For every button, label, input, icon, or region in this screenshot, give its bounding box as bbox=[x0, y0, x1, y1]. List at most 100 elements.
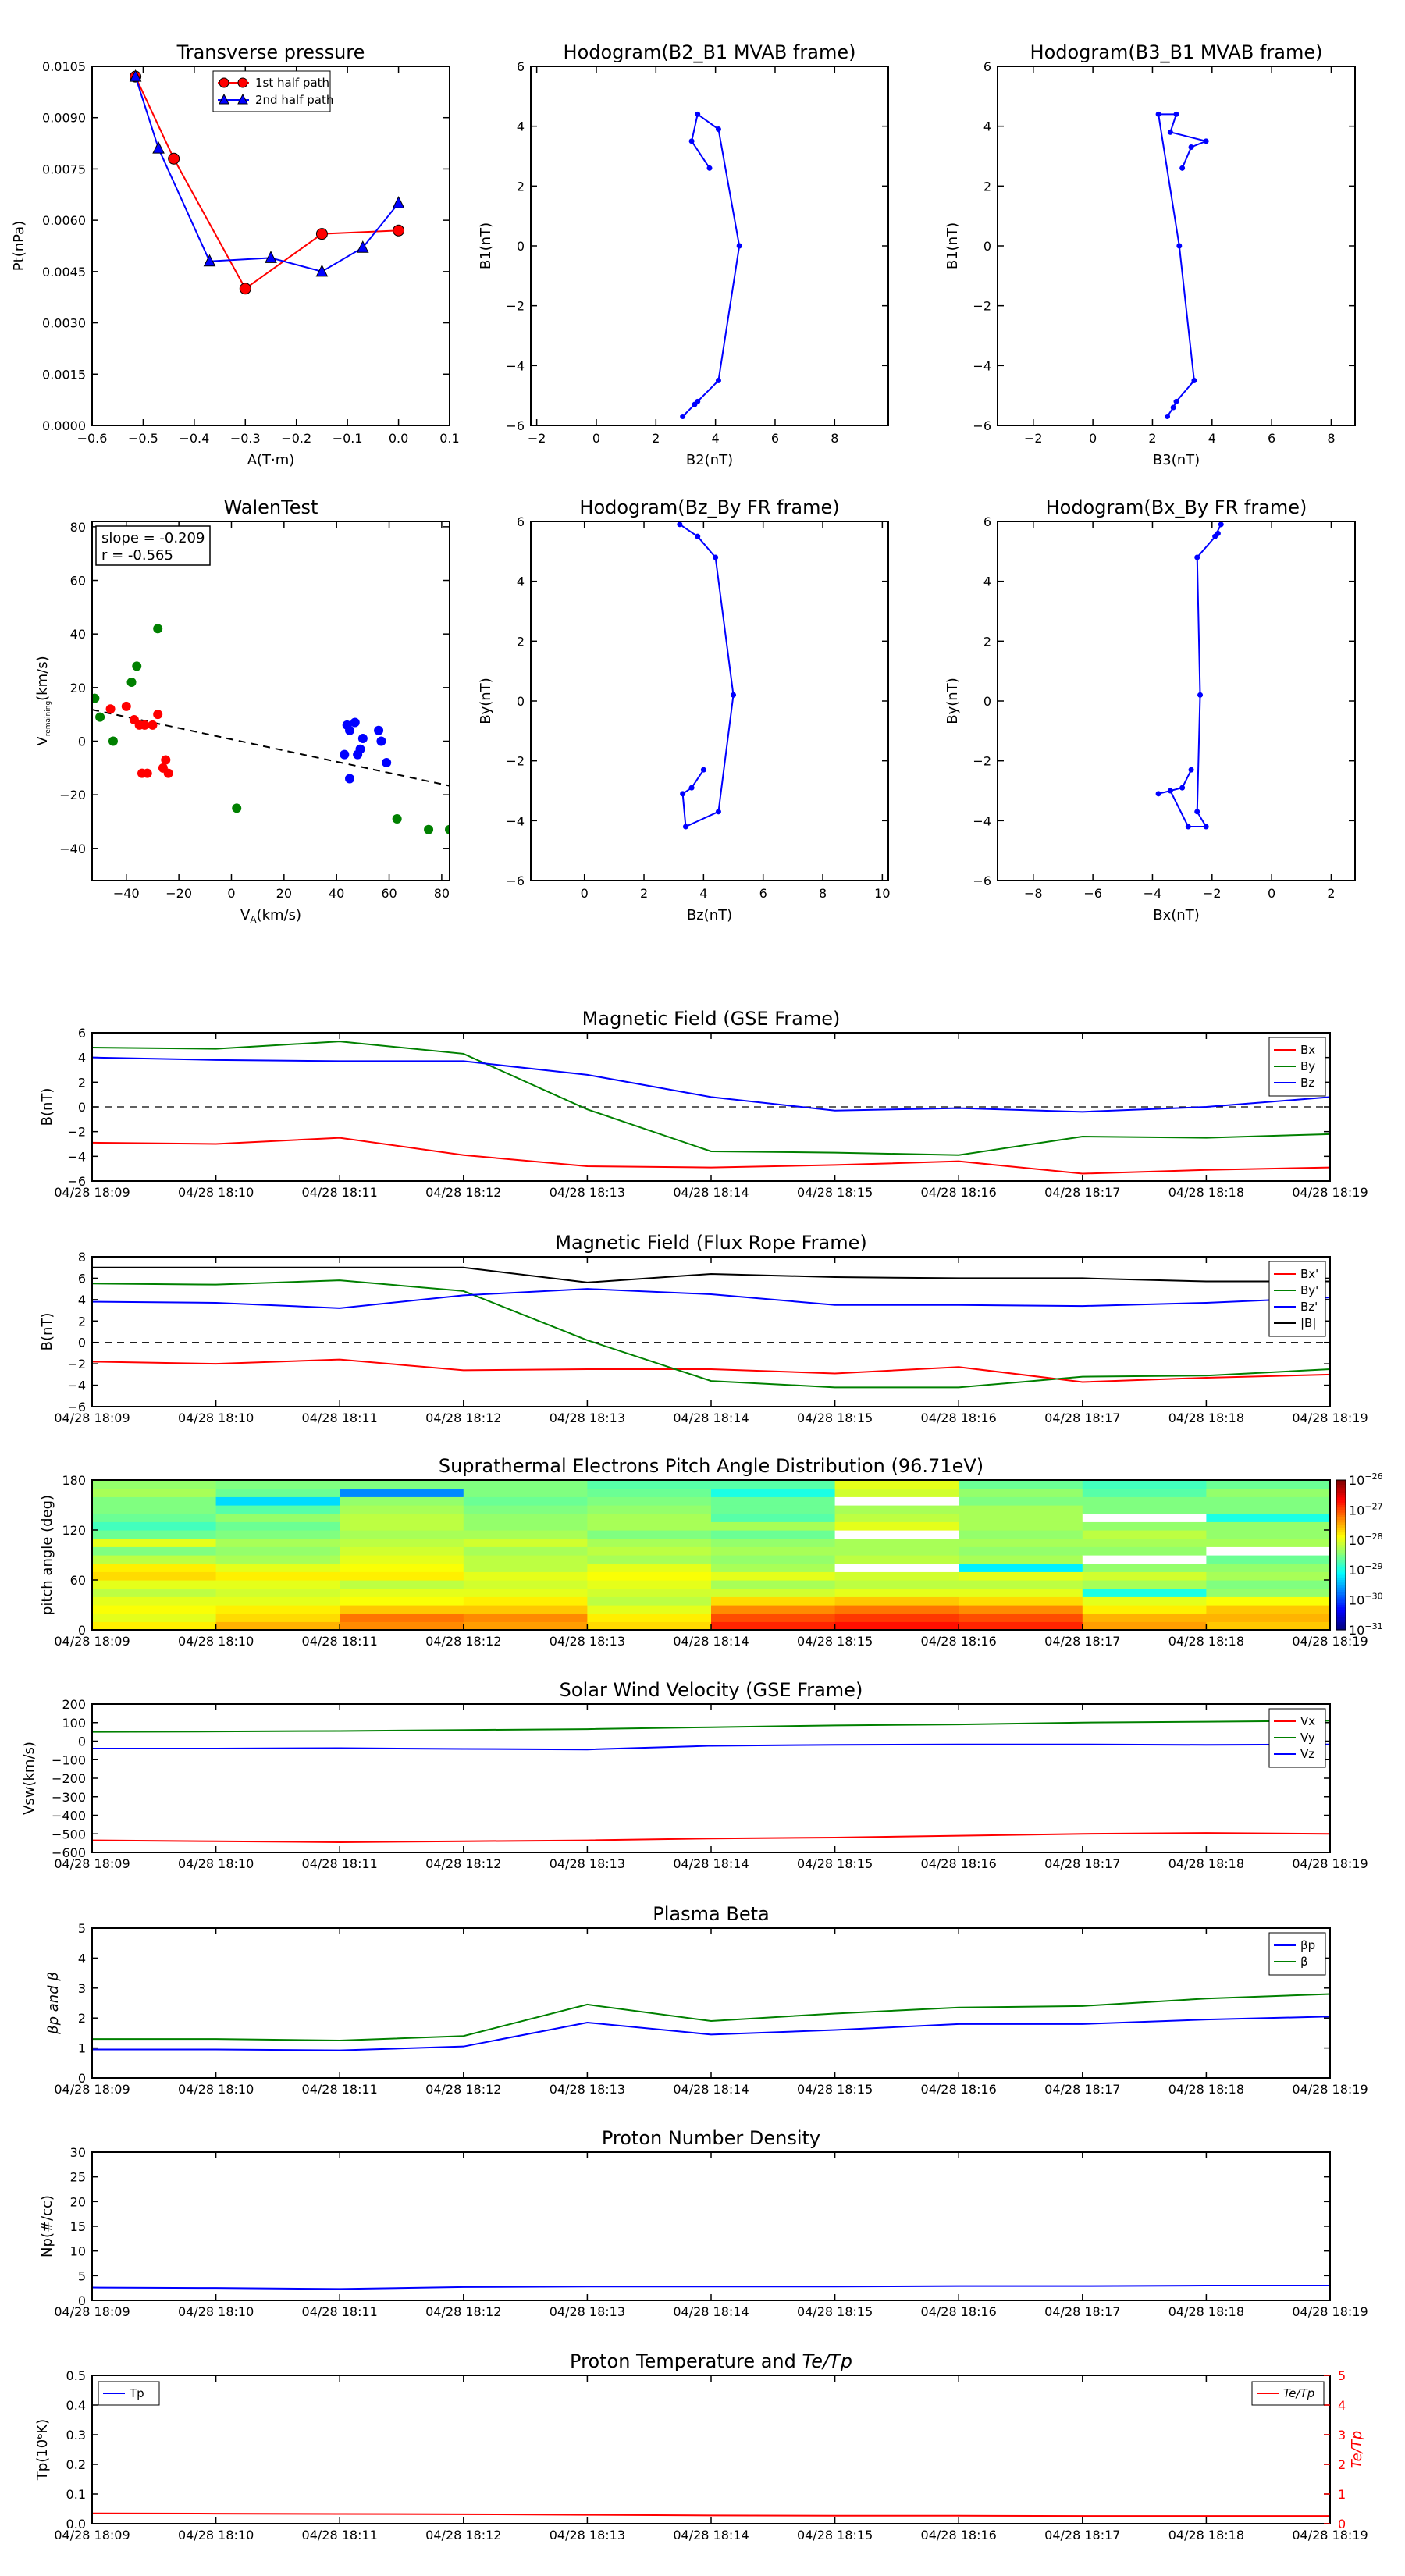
heatmap-cell bbox=[463, 1580, 588, 1589]
heatmap-cell bbox=[587, 1605, 712, 1614]
heatmap-cell bbox=[1206, 1530, 1331, 1539]
x-axis-label: Bz(nT) bbox=[687, 907, 732, 923]
colorbar-cell bbox=[1336, 1627, 1346, 1631]
data-point-triangle bbox=[203, 254, 216, 267]
heatmap-cell bbox=[711, 1546, 836, 1556]
data-point bbox=[345, 725, 355, 735]
colorbar-cell bbox=[1336, 1589, 1346, 1593]
data-point bbox=[688, 785, 695, 791]
heatmap-cell bbox=[340, 1605, 464, 1614]
pitch_angle-panel: Suprathermal Electrons Pitch Angle Distr… bbox=[39, 1455, 1383, 1649]
y-tick-label: 0 bbox=[984, 694, 991, 709]
heatmap-cell bbox=[463, 1530, 588, 1539]
colorbar-cell bbox=[1336, 1617, 1346, 1621]
x-axis-label: A(T·m) bbox=[247, 452, 295, 468]
colorbar-tick-label: 10−27 bbox=[1349, 1501, 1383, 1517]
heatmap-cell bbox=[1206, 1496, 1331, 1506]
x-tick-label: 04/28 18:12 bbox=[425, 2082, 501, 2097]
x-tick-label: 0 bbox=[1268, 886, 1275, 901]
heatmap-cell bbox=[215, 1555, 340, 1564]
colorbar-cell bbox=[1336, 1577, 1346, 1581]
data-point-triangle bbox=[392, 196, 405, 208]
proton_temp-panel: 04/28 18:09 04/28 18:10 04/28 18:11 04/28 1… bbox=[34, 2350, 1368, 2542]
heatmap-cell bbox=[463, 1555, 588, 1564]
heatmap-cell bbox=[834, 1555, 959, 1564]
plot-area bbox=[129, 69, 405, 295]
heatmap-cell bbox=[1206, 1521, 1331, 1531]
data-point bbox=[1165, 414, 1171, 419]
legend-label: Bx' bbox=[1300, 1267, 1318, 1281]
heatmap-cell bbox=[340, 1496, 464, 1506]
heatmap-cell bbox=[834, 1496, 959, 1506]
data-point bbox=[1155, 791, 1161, 797]
data-point bbox=[715, 126, 721, 132]
heatmap-cell bbox=[587, 1621, 712, 1631]
colorbar-cell bbox=[1336, 1602, 1346, 1606]
heatmap-cell bbox=[92, 1588, 217, 1597]
heatmap-cell bbox=[834, 1513, 959, 1522]
y-tick-label: 2 bbox=[984, 634, 991, 649]
x-tick-label: 04/28 18:09 bbox=[54, 1185, 130, 1200]
heatmap-cell bbox=[834, 1613, 959, 1622]
y-tick-label: −4 bbox=[973, 358, 991, 373]
x-tick-label: 04/28 18:13 bbox=[550, 1411, 625, 1425]
data-point bbox=[153, 624, 163, 634]
heatmap-cell bbox=[340, 1488, 464, 1497]
heatmap-cell bbox=[215, 1588, 340, 1597]
legend-box-left bbox=[98, 2381, 160, 2406]
y-tick-label: 8 bbox=[78, 1250, 86, 1265]
x-tick-label: 04/28 18:13 bbox=[550, 1856, 625, 1871]
y-axis-label: βp and β bbox=[45, 1972, 62, 2035]
heatmap-cell bbox=[92, 1546, 217, 1556]
data-point-triangle bbox=[237, 93, 248, 105]
x-axis-label: Bx(nT) bbox=[1153, 907, 1199, 923]
colorbar-cell bbox=[1336, 1507, 1346, 1510]
heatmap-cell bbox=[215, 1613, 340, 1622]
heatmap-cell bbox=[340, 1538, 464, 1547]
colorbar-tick-label: 10−28 bbox=[1349, 1532, 1383, 1548]
legend-box bbox=[1268, 1932, 1326, 1976]
heatmap-cell bbox=[959, 1605, 1083, 1614]
x-tick-label: 04/28 18:13 bbox=[550, 1185, 625, 1200]
y-tick-label: 0.0105 bbox=[42, 59, 86, 74]
heatmap-cell bbox=[1206, 1505, 1331, 1514]
x-tick-label: −8 bbox=[1024, 886, 1043, 901]
colorbar-cell bbox=[1336, 1502, 1346, 1506]
right-tick-label: 3 bbox=[1338, 2428, 1346, 2443]
heatmap-cell bbox=[340, 1513, 464, 1522]
y-tick-label: 0.0030 bbox=[42, 316, 86, 331]
colorbar-exponent: −27 bbox=[1364, 1501, 1382, 1511]
colorbar-cell bbox=[1336, 1487, 1346, 1491]
heatmap-cell bbox=[1082, 1505, 1207, 1514]
mag_fr-axes-frame bbox=[91, 1256, 1331, 1407]
x-tick-label: 80 bbox=[434, 886, 450, 901]
y-tick-label: 6 bbox=[78, 1026, 86, 1041]
legend-label: Te/Tp bbox=[1283, 2386, 1314, 2400]
proton_temp-axes-frame bbox=[91, 2375, 1331, 2524]
y-tick-label: 0 bbox=[78, 1623, 86, 1638]
x-tick-label: 8 bbox=[831, 431, 838, 446]
x-tick-label: 04/28 18:11 bbox=[302, 2304, 378, 2319]
y-tick-label: −6 bbox=[506, 873, 525, 888]
x-tick-label: 04/28 18:11 bbox=[302, 1185, 378, 1200]
x-tick-label: 04/28 18:16 bbox=[921, 1634, 997, 1649]
data-point bbox=[1179, 785, 1186, 791]
heatmap-cell bbox=[834, 1480, 959, 1489]
data-point bbox=[1194, 809, 1200, 815]
x-tick-label: 04/28 18:17 bbox=[1044, 1411, 1120, 1425]
x-label-sub: A bbox=[250, 914, 257, 925]
y-tick-label: 0 bbox=[78, 734, 86, 749]
y-tick-label: −2 bbox=[973, 299, 991, 314]
heatmap-cell bbox=[92, 1488, 217, 1497]
right-axis-label: Te/Tp bbox=[1349, 2431, 1365, 2468]
heatmap-cell bbox=[215, 1563, 340, 1572]
x-tick-label: 04/28 18:15 bbox=[797, 2304, 873, 2319]
heatmap-cell bbox=[711, 1538, 836, 1547]
heatmap-cell bbox=[1206, 1588, 1331, 1597]
y-tick-label: 3 bbox=[78, 1981, 86, 1996]
proton_density-panel: Proton Number Density Np(#/cc) 04/28 18:09… bbox=[39, 2127, 1368, 2319]
x-tick-label: 04/28 18:13 bbox=[550, 2528, 625, 2542]
y-tick-label: −6 bbox=[67, 1400, 86, 1414]
colorbar-cell bbox=[1336, 1530, 1346, 1533]
y-tick-label: 4 bbox=[78, 1951, 86, 1966]
